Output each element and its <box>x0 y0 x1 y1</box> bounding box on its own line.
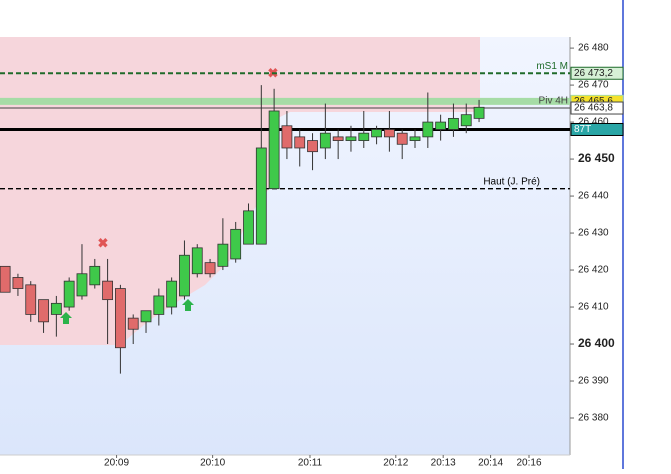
candle-body <box>0 265 11 293</box>
level-name: mS1 M <box>536 61 568 72</box>
level-price-label: 26 465,6 <box>574 96 613 107</box>
y-tick-label: 26 420 <box>578 265 609 276</box>
zone-shading <box>0 37 480 345</box>
x-tick-label: 20:10 <box>200 458 225 469</box>
candle-body <box>409 136 421 141</box>
candle-body <box>38 299 49 323</box>
candle-body <box>102 280 113 301</box>
level-price-label: 87T <box>574 124 591 135</box>
y-tick-label: 26 440 <box>578 191 609 202</box>
candle-body <box>127 317 139 330</box>
candle-body <box>50 302 62 315</box>
y-tick-label: 26 450 <box>578 151 615 165</box>
candle-body <box>191 247 203 275</box>
candle-body <box>319 132 331 149</box>
x-tick-label: 20:16 <box>516 458 541 469</box>
candle-body <box>204 262 216 275</box>
candle-body <box>396 132 408 145</box>
candle-body <box>115 288 126 349</box>
level-price-box <box>570 66 624 80</box>
candle-body <box>166 280 178 308</box>
level-price-label: 26 473,2 <box>574 68 613 79</box>
candle-body <box>435 121 447 130</box>
candle-body <box>383 129 395 138</box>
candle-body <box>63 280 75 308</box>
candle-body <box>25 284 37 315</box>
y-tick-label: 26 400 <box>578 336 615 350</box>
candle-body <box>294 136 306 149</box>
y-tick-label: 26 390 <box>578 376 609 387</box>
y-tick-label: 26 380 <box>578 413 609 424</box>
candle-body <box>230 228 242 260</box>
candle-body <box>307 140 318 153</box>
candle-body <box>473 106 485 119</box>
y-tick-label: 26 460 <box>578 117 609 128</box>
y-tick-label: 26 480 <box>578 43 609 54</box>
candle-body <box>179 254 190 297</box>
candle-body <box>371 129 382 138</box>
candle-body <box>255 147 267 245</box>
candle-body <box>422 121 434 138</box>
level-price-box <box>570 101 624 115</box>
x-tick-label: 20:09 <box>104 458 129 469</box>
candle-body <box>332 136 344 141</box>
candle-body <box>217 243 229 267</box>
y-tick-label: 26 430 <box>578 228 609 239</box>
buy-signal <box>182 299 194 311</box>
candle-body <box>345 136 357 141</box>
level-price-box <box>570 122 624 136</box>
sell-signal: ✖ <box>98 235 109 250</box>
level-price-label: 26 463,8 <box>574 103 613 114</box>
candle-body <box>153 295 165 315</box>
candle-body <box>268 110 280 190</box>
level-name: Piv 4H <box>539 96 568 107</box>
candle-body <box>243 210 254 245</box>
candle-body <box>12 277 24 289</box>
candle-body <box>140 310 152 323</box>
buy-signal <box>60 312 72 324</box>
candle-body <box>460 114 472 127</box>
y-tick-label: 26 410 <box>578 302 609 313</box>
y-tick-label: 26 470 <box>578 80 609 91</box>
candle-body <box>448 117 459 130</box>
level-name: Haut (J. Pré) <box>483 176 540 187</box>
candle-body <box>76 273 88 297</box>
candle-body <box>281 125 293 149</box>
candle-body <box>89 265 101 286</box>
x-tick-label: 20:12 <box>383 458 408 469</box>
x-tick-label: 20:11 <box>298 458 323 469</box>
candle-body <box>358 132 370 141</box>
x-tick-label: 20:13 <box>431 458 456 469</box>
x-tick-label: 20:14 <box>478 458 503 469</box>
